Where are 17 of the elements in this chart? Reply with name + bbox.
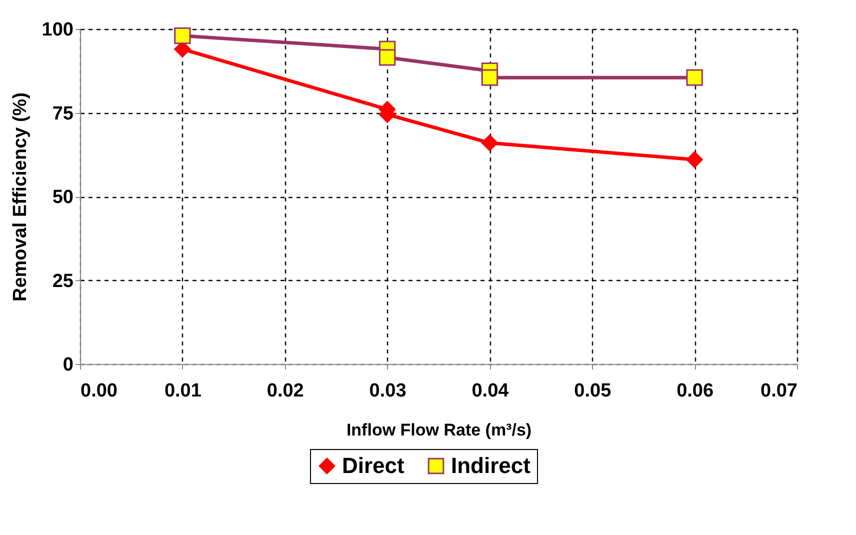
x-tick-label: 0.04	[472, 380, 510, 402]
y-tick-label: 25	[52, 270, 74, 292]
legend-label: Direct	[342, 453, 406, 478]
x-tick-label: 0.01	[164, 380, 202, 402]
x-tick-label: 0.00	[80, 380, 118, 402]
x-axis-title: Inflow Flow Rate (m³/s)	[346, 420, 532, 440]
x-tick-label: 0.07	[760, 380, 798, 402]
x-tick-label: 0.02	[266, 380, 304, 402]
y-tick-label: 0	[62, 354, 74, 376]
legend-label: Indirect	[451, 453, 532, 478]
y-axis-title: Removal Efficiency (%)	[10, 92, 31, 302]
y-tick-label: 50	[52, 187, 74, 208]
y-tick-label: 75	[52, 103, 74, 124]
x-tick-label: 0.05	[574, 380, 612, 402]
y-tick-label: 100	[42, 20, 74, 40]
x-tick-label: 0.06	[676, 380, 714, 402]
x-tick-label: 0.03	[369, 380, 406, 402]
